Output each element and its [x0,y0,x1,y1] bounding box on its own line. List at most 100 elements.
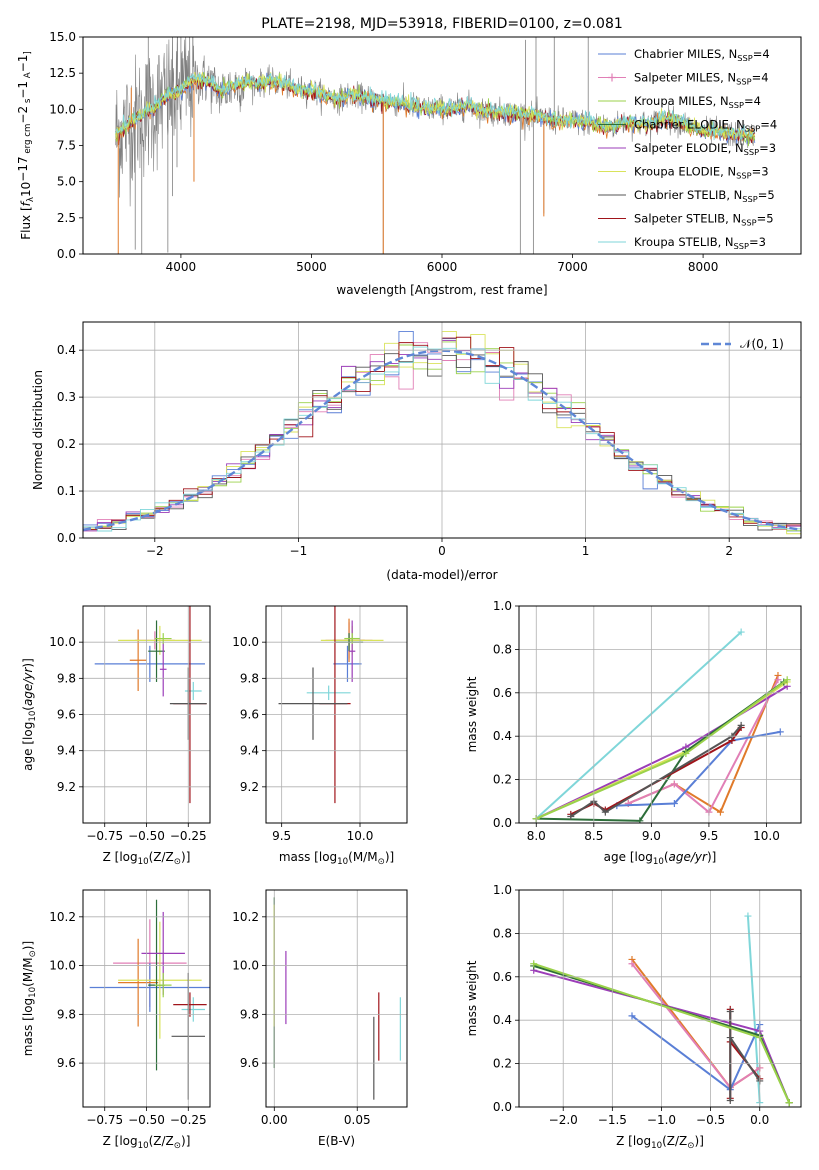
x-tick-label: −0.25 [170,829,207,843]
y-axis-label: mass weight [465,960,479,1036]
plot-area-age_vs_mass [278,606,384,804]
x-axis-label-part: Z [log [103,850,138,864]
y-tick-label: 2.5 [57,211,76,225]
y-tick-label: 9.6 [240,1056,259,1070]
legend-label-part: =5 [758,188,775,202]
legend-label-part: SSP [736,77,751,87]
mass-weight-line [627,675,779,814]
legend-label-part: Chabrier STELIB, N [634,188,742,202]
spectrum-y-label: Flux [fλ10−17 erg cm−2 s−1 A−1] [16,51,36,240]
x-axis-label-part: ⊙ [174,1141,181,1151]
y-tick-label: 9.8 [57,1007,76,1021]
y-axis-label-part: mass [log [21,998,35,1056]
x-tick-label: 8000 [688,260,719,274]
legend-label-part: Salpeter MILES, N [634,71,736,85]
x-axis-label-part: age/yr [669,850,708,864]
x-axis-label-part: mass [log [279,850,337,864]
x-tick-label: −2 [146,544,164,558]
y-tick-label: 9.8 [57,671,76,685]
y-tick-label: 0.0 [493,816,512,830]
y-tick-label: 10.2 [232,910,259,924]
mass-weight-point [726,1008,734,1016]
y-axis-label-part: 10 [28,987,38,998]
axes-frame [518,605,802,824]
mass-weight-point [530,960,538,968]
x-tick-label: 5000 [296,260,327,274]
y-axis-label: mass [log10(M/M⊙)] [21,941,38,1056]
y-axis-label-part: age/yr [21,666,35,705]
axes-massweight_vs_age: 8.0 8.5 9.0 9.5 10.0 0.0 0.2 0.4 0.6 0.8 1.0 [493,599,802,843]
mass-weight-line [535,631,742,820]
legend-label-part: Salpeter STELIB, N [634,212,741,226]
mass-weight-point [783,676,791,684]
y-tick-label: 9.6 [240,708,259,722]
axes-age_vs_mass: 9.5 10.0 9.2 9.4 9.6 9.8 10.0 [232,605,408,843]
y-tick-label: 0.4 [493,1013,512,1027]
y-tick-label: 0.3 [57,390,76,404]
x-axis-label-part: (Z/Z [149,850,174,864]
x-tick-label: 10.0 [753,829,780,843]
y-axis-label-part: )] [21,658,35,667]
y-tick-label: 10.0 [49,102,76,116]
axes-mass_vs_EBV: 0.00 0.05 9.6 9.8 10.0 10.2 [232,889,408,1127]
residuals-y-label: Normed distribution [31,370,45,490]
y-axis-label-part: age [log [21,722,35,771]
mass-weight-point [716,808,724,816]
x-axis-label: age [log10(age/yr)] [604,850,717,867]
y-axis-label: mass weight [465,676,479,752]
x-tick-label: −0.5 [696,1113,725,1127]
x-axis-label-part: Z [log [616,1134,651,1148]
y-tick-label: 9.2 [240,780,259,794]
y-tick-label: 0.0 [493,1100,512,1114]
legend-label-part: Kroupa ELODIE, N [634,165,736,179]
spectrum-y-label-part: −1 [16,55,30,73]
legend-label-part: =4 [744,94,761,108]
y-axis-label-part: ( [21,706,35,711]
x-axis-label: Z [log10(Z/Z⊙)] [616,1134,704,1151]
x-tick-label: 4000 [166,260,197,274]
x-axis-label-part: Z [log [103,1134,138,1148]
legend-label-part: Salpeter ELODIE, N [634,141,744,155]
axes-frame [265,889,408,1108]
mass-weight-point [601,808,609,816]
y-tick-label: 0.8 [493,642,512,656]
x-tick-label: 9.5 [699,829,718,843]
y-tick-label: 0.8 [493,926,512,940]
x-axis-label: Z [log10(Z/Z⊙)] [103,1134,191,1151]
y-tick-label: 10.0 [49,959,76,973]
x-axis-label-part: 10 [651,1141,662,1151]
legend-label: Chabrier ELODIE, NSSP=4 [634,118,777,134]
legend-label-part: =4 [752,71,769,85]
y-tick-label: 0.4 [57,343,76,357]
axes-massweight_vs_Z: −2.0 −1.5 −1.0 −0.5 0.0 0.0 0.2 0.4 0.6 0.8 1.0 [493,883,802,1127]
y-tick-label: 10.0 [232,959,259,973]
x-tick-label: −0.50 [128,829,165,843]
legend-label-part: Kroupa MILES, N [634,94,729,108]
x-axis-label-part: )] [385,850,394,864]
axes-spectrum: 4000 5000 6000 7000 8000 0.0 2.5 5.0 7.5 10.0 12.5… [49,30,802,274]
legend-label-part: SSP [745,124,760,134]
x-axis-label-part: ⊙ [174,857,181,867]
mass-weight-line [746,915,761,1103]
y-tick-label: 9.4 [57,744,76,758]
plot-area-massweight_vs_age [532,628,791,823]
axes-frame [518,889,802,1108]
legend-label: Salpeter ELODIE, NSSP=3 [634,141,776,157]
legend-label-part: SSP [737,53,752,63]
plot-area-mass_vs_Z [89,899,210,1100]
legend-label-part: SSP [734,241,749,251]
x-tick-label: −0.75 [86,829,123,843]
x-axis-label-part: (Z/Z [149,1134,174,1148]
axes-frame [82,36,802,255]
x-tick-label: 10.0 [347,829,374,843]
y-axis-label: age [log10(age/yr)] [21,658,38,771]
mass-weight-point [567,812,575,820]
x-axis-label: E(B-V) [318,1134,355,1148]
y-tick-label: 0.2 [57,437,76,451]
legend-label: Kroupa MILES, NSSP=4 [634,94,761,110]
legend-label-part: SSP [736,171,751,181]
x-axis-label-part: )] [695,1134,704,1148]
axes-frame [265,605,408,824]
y-tick-label: 0.6 [493,970,512,984]
